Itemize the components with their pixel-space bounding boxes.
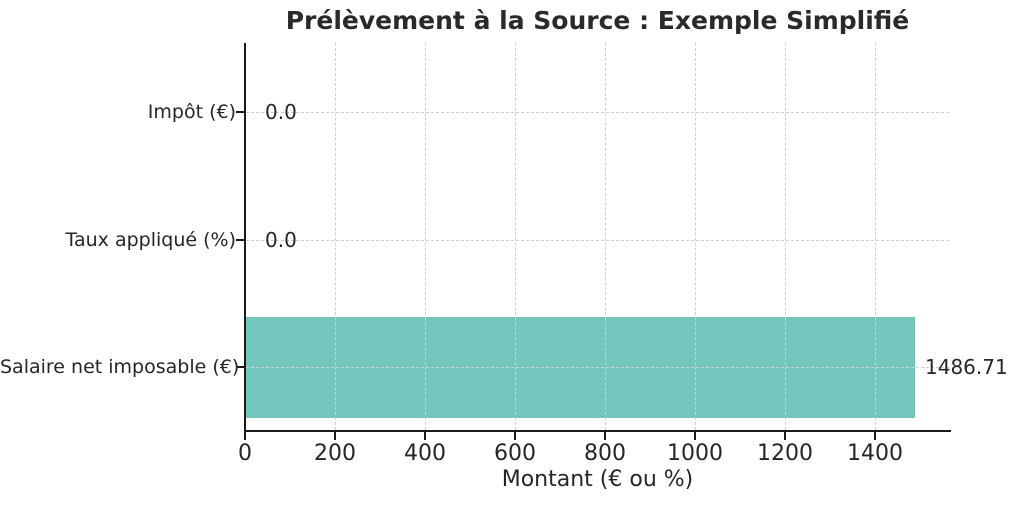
x-tick-mark <box>874 432 876 440</box>
x-tick-mark <box>604 432 606 440</box>
y-tick-label: Salaire net imposable (€) <box>0 356 240 378</box>
grid-line-h <box>246 367 949 368</box>
grid-line-v <box>425 43 426 430</box>
x-axis-spine <box>244 430 951 432</box>
x-tick-label: 200 <box>314 441 356 466</box>
x-tick-label: 800 <box>584 441 626 466</box>
y-tick-label: Impôt (€) <box>147 101 236 123</box>
grid-line-v <box>785 43 786 430</box>
grid-line-v <box>515 43 516 430</box>
x-tick-label: 400 <box>404 441 446 466</box>
bar-value-label: 0.0 <box>265 228 297 252</box>
x-tick-mark <box>784 432 786 440</box>
y-axis-spine <box>244 43 246 432</box>
y-tick-mark <box>236 366 244 368</box>
grid-line-v <box>605 43 606 430</box>
grid-line-h <box>246 240 949 241</box>
x-tick-mark <box>244 432 246 440</box>
grid-line-v <box>695 43 696 430</box>
bar-value-label: 0.0 <box>265 100 297 124</box>
grid-line-v <box>875 43 876 430</box>
x-tick-label: 1000 <box>667 441 723 466</box>
x-tick-label: 1200 <box>757 441 813 466</box>
y-tick-mark <box>236 111 244 113</box>
bar-value-label: 1486.71 <box>925 355 1008 379</box>
grid-line-v <box>335 43 336 430</box>
x-tick-mark <box>424 432 426 440</box>
x-tick-mark <box>514 432 516 440</box>
x-tick-label: 1400 <box>847 441 903 466</box>
chart-title: Prélèvement à la Source : Exemple Simpli… <box>285 6 910 35</box>
x-tick-mark <box>694 432 696 440</box>
x-tick-mark <box>334 432 336 440</box>
x-axis-label: Montant (€ ou %) <box>501 467 694 492</box>
y-tick-mark <box>236 239 244 241</box>
grid-line-h <box>246 112 949 113</box>
x-tick-label: 600 <box>494 441 536 466</box>
y-tick-label: Taux appliqué (%) <box>65 229 236 251</box>
x-tick-label: 0 <box>238 441 252 466</box>
